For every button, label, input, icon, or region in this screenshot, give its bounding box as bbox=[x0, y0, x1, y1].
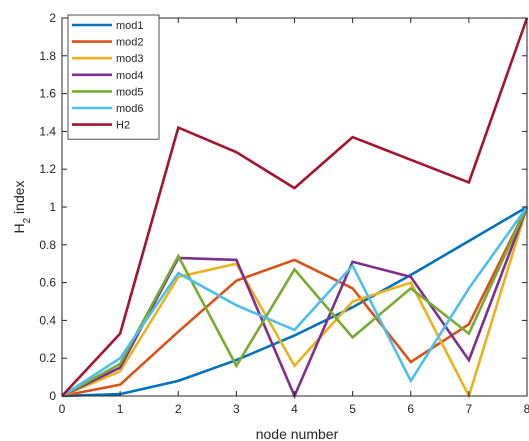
series-line-mod1 bbox=[61, 205, 528, 398]
x-tick-label: 1 bbox=[117, 402, 124, 416]
legend-label-mod4: mod4 bbox=[116, 70, 144, 82]
x-tick-label: 8 bbox=[524, 402, 529, 416]
y-tick-label: 1.2 bbox=[39, 162, 56, 176]
x-tick-label: 4 bbox=[291, 402, 298, 416]
x-tick-label: 7 bbox=[466, 402, 473, 416]
x-tick-label: 6 bbox=[407, 402, 414, 416]
y-axis-label-suffix: index bbox=[11, 180, 27, 217]
legend-label-mod6: mod6 bbox=[116, 103, 144, 115]
legend-label-mod5: mod5 bbox=[116, 86, 144, 98]
x-tick-label: 3 bbox=[233, 402, 240, 416]
x-axis-label: node number bbox=[256, 426, 339, 441]
y-axis-label: H2 index bbox=[11, 180, 33, 233]
legend-label-H2: H2 bbox=[116, 120, 130, 132]
y-axis-label-main: H bbox=[11, 223, 27, 233]
legend: mod1 mod2 mod3 mod4 mod5 mod6 H2 bbox=[67, 14, 160, 140]
y-tick-label: 1 bbox=[49, 200, 56, 214]
x-tick-label: 0 bbox=[59, 402, 66, 416]
axis-ticks bbox=[61, 17, 528, 397]
legend-box bbox=[67, 14, 160, 140]
x-tick-label: 5 bbox=[349, 402, 356, 416]
y-tick-label: 1.8 bbox=[39, 49, 56, 63]
y-tick-label: 1.6 bbox=[39, 87, 56, 101]
y-tick-label: 2 bbox=[49, 11, 56, 25]
y-tick-label: 0 bbox=[49, 389, 56, 403]
y-tick-label: 0.2 bbox=[39, 351, 56, 365]
y-tick-label: 0.4 bbox=[39, 313, 56, 327]
plot-lines bbox=[61, 17, 529, 400]
series-line-mod6 bbox=[61, 206, 529, 398]
x-tick-label: 2 bbox=[175, 402, 182, 416]
tick-labels: 0 1 2 3 4 5 6 7 8 0 0.2 0.4 0.6 0.8 1 1.2 1.4 1.6 1.8 2 bbox=[39, 11, 529, 416]
series-line-mod2 bbox=[61, 206, 529, 398]
series-line-mod3 bbox=[61, 206, 529, 400]
legend-entries: mod1 mod2 mod3 mod4 mod5 mod6 H2 bbox=[72, 20, 144, 132]
legend-label-mod1: mod1 bbox=[116, 20, 144, 32]
y-tick-label: 1.4 bbox=[39, 124, 56, 138]
series-line-H2 bbox=[61, 17, 529, 397]
y-tick-label: 0.8 bbox=[39, 238, 56, 252]
legend-label-mod3: mod3 bbox=[116, 53, 144, 65]
legend-label-mod2: mod2 bbox=[116, 37, 144, 49]
y-axis-label-subscript: 2 bbox=[22, 217, 33, 223]
y-tick-label: 0.6 bbox=[39, 276, 56, 290]
